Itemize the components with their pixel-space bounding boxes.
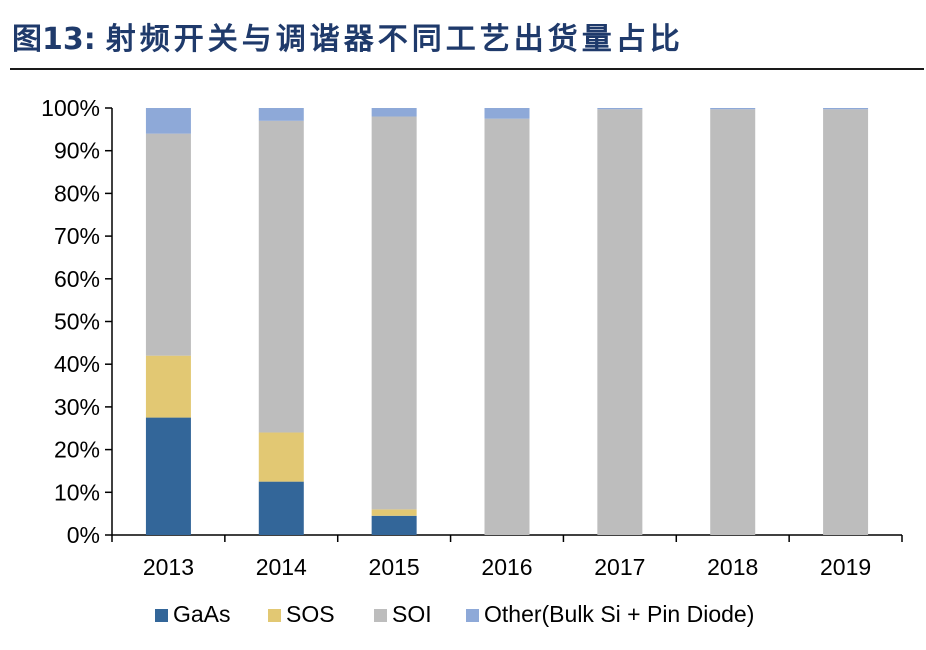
y-tick-label: 50% [54,309,100,335]
legend-label: GaAs [173,601,231,627]
bar-segment-gaas [371,515,417,535]
legend-label: SOS [286,601,335,627]
legend-swatch [155,609,168,622]
y-tick-label: 10% [54,479,100,505]
y-tick-label: 90% [54,138,100,164]
bar-segment-sos [258,432,304,482]
y-tick-label: 40% [54,351,100,377]
y-tick-label: 0% [67,522,100,548]
y-tick-label: 20% [54,437,100,463]
bar-segment-soi [258,120,304,433]
x-tick-label: 2019 [820,554,871,580]
legend-label: SOI [392,601,432,627]
bar-segment-soi [597,109,643,535]
bar-segment-other-bulk-si-pin-diode [371,108,417,117]
bar-segment-other-bulk-si-pin-diode [484,108,530,119]
bar-segment-soi [484,118,530,536]
legend-swatch [374,609,387,622]
bar-segment-other-bulk-si-pin-diode [258,108,304,121]
bar-segment-soi [145,133,191,356]
x-tick-label: 2015 [369,554,420,580]
bar-segment-sos [145,355,191,418]
x-tick-label: 2013 [143,554,194,580]
x-tick-label: 2016 [481,554,532,580]
x-tick-label: 2018 [707,554,758,580]
y-tick-label: 70% [54,223,100,249]
x-tick-label: 2017 [594,554,645,580]
x-tick-label: 2014 [256,554,307,580]
figure-title: 射频开关与调谐器不同工艺出货量占比 [105,22,684,57]
legend-label: Other(Bulk Si + Pin Diode) [484,601,754,627]
bar-segment-other-bulk-si-pin-diode [823,108,869,110]
bar-segment-gaas [145,417,191,535]
y-tick-label: 80% [54,180,100,206]
bar-segment-sos [371,509,417,516]
bar-segment-soi [371,116,417,510]
legend-swatch [268,609,281,622]
bar-segment-other-bulk-si-pin-diode [145,108,191,134]
y-tick-label: 60% [54,266,100,292]
bar-segment-other-bulk-si-pin-diode [710,108,756,110]
bar-segment-gaas [258,481,304,535]
bar-segment-soi [710,109,756,535]
y-tick-label: 30% [54,394,100,420]
bar-segment-soi [823,109,869,535]
figure-label: 图13: [12,22,96,57]
legend-swatch [466,609,479,622]
title-underline [10,68,924,70]
y-tick-label: 100% [41,95,100,121]
figure-title-row: 图13: 射频开关与调谐器不同工艺出货量占比 [12,14,684,57]
bar-segment-other-bulk-si-pin-diode [597,108,643,110]
